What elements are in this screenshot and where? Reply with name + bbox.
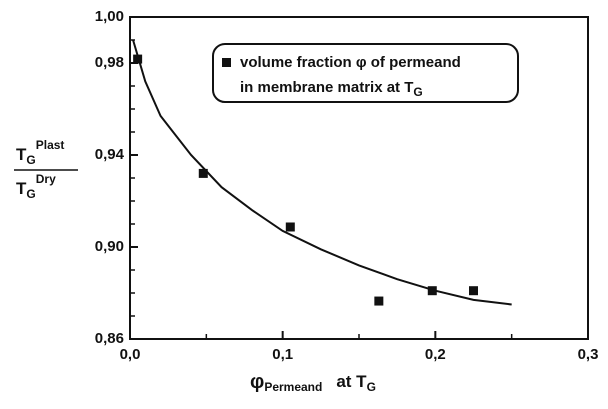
legend-line: in membrane matrix at TG	[240, 79, 423, 99]
y-den-sub: G	[26, 187, 35, 201]
y-num-sup: Plast	[36, 138, 65, 152]
legend-subscript: G	[413, 85, 422, 99]
y-num-base: T	[16, 145, 27, 164]
y-label-numerator: TGPlast	[16, 138, 64, 167]
y-den-sup: Dry	[36, 172, 56, 186]
y-tick-label: 0,94	[95, 146, 125, 163]
legend-box	[212, 43, 519, 103]
x-tick-label: 0,2	[425, 346, 446, 363]
y-label-denominator: TGDry	[16, 172, 56, 201]
legend-text: in membrane matrix at T	[240, 79, 413, 96]
data-point	[374, 296, 384, 306]
data-point	[469, 286, 478, 296]
legend-marker	[222, 58, 231, 67]
data-point	[427, 286, 437, 296]
x-tick-label: 0,0	[120, 346, 141, 363]
x-label-base: φ	[250, 371, 264, 393]
data-point	[133, 54, 143, 64]
legend-line: volume fraction φ of permeand	[240, 54, 461, 71]
x-axis-label: φPermeand at TG	[250, 371, 376, 394]
y-den-base: T	[16, 179, 27, 198]
y-tick-label: 0,90	[95, 238, 124, 255]
y-tick-label: 0,86	[95, 330, 124, 347]
y-tick-label: 0,98	[95, 54, 124, 71]
y-tick-label: 1,00	[95, 8, 124, 25]
data-point	[198, 168, 208, 178]
data-point	[285, 222, 295, 232]
x-label-sub2: G	[367, 380, 376, 394]
x-tick-label: 0,3	[578, 346, 599, 363]
x-label-sub: Permeand	[264, 380, 322, 394]
y-num-sub: G	[26, 153, 35, 167]
x-tick-label: 0,1	[272, 346, 293, 363]
x-label-text: at T	[336, 372, 367, 391]
